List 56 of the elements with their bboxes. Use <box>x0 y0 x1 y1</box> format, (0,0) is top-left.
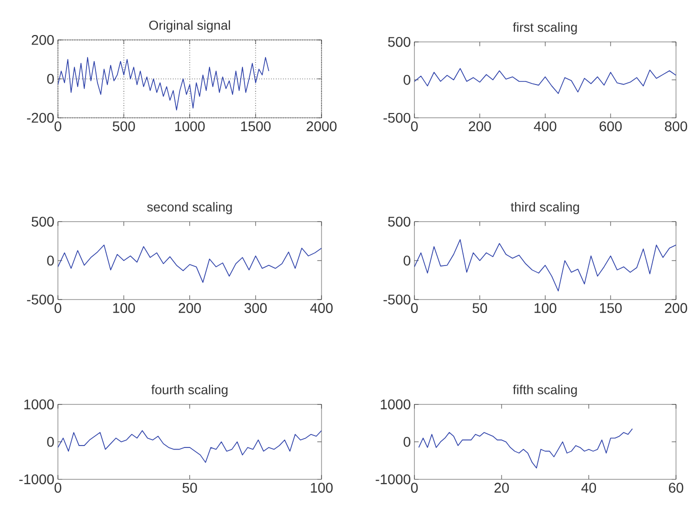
y-tick-label: -500 <box>27 294 54 304</box>
x-tick-label: 200 <box>468 121 491 132</box>
x-tick-label: 400 <box>310 302 333 313</box>
x-tick-label: 300 <box>244 302 267 313</box>
line-series <box>58 430 322 463</box>
line-series <box>414 239 676 292</box>
x-tick-label: 0 <box>54 302 62 313</box>
x-tick-label: 400 <box>534 121 556 132</box>
x-tick-label: 100 <box>113 302 135 313</box>
x-tick-label: 500 <box>112 121 135 132</box>
x-tick-label: 50 <box>182 482 197 493</box>
y-tick-label: -1000 <box>19 474 54 484</box>
y-tick-label: 0 <box>47 74 54 84</box>
x-tick-label: 100 <box>310 482 333 493</box>
y-tick-label: 0 <box>404 256 410 266</box>
x-tick-label: 0 <box>411 121 418 132</box>
y-tick-label: 500 <box>388 216 410 227</box>
x-tick-label: 2000 <box>306 121 337 132</box>
x-tick-label: 60 <box>668 482 684 493</box>
x-tick-label: 1000 <box>175 121 205 132</box>
y-tick-label: -200 <box>27 112 54 123</box>
y-tick-label: 1000 <box>24 399 54 410</box>
y-tick-label: 1000 <box>380 399 410 410</box>
chart-title: fifth scaling <box>512 384 577 397</box>
x-tick-label: 20 <box>494 482 509 493</box>
x-tick-label: 100 <box>534 302 556 313</box>
y-tick-label: 0 <box>47 436 54 447</box>
x-tick-label: 1500 <box>241 121 271 132</box>
chart-title: fourth scaling <box>151 384 228 397</box>
y-tick-label: 500 <box>388 36 410 47</box>
y-tick-label: 0 <box>404 74 410 85</box>
y-tick-label: -500 <box>384 112 410 123</box>
x-tick-label: 800 <box>664 121 688 132</box>
y-tick-label: 500 <box>32 216 54 227</box>
line-series <box>58 56 270 110</box>
line-series <box>414 68 676 94</box>
x-tick-label: 0 <box>54 482 62 493</box>
y-tick-label: 0 <box>404 436 410 447</box>
y-tick-label: -500 <box>384 294 410 304</box>
x-tick-label: 40 <box>581 482 596 493</box>
x-tick-label: 200 <box>178 302 201 313</box>
x-tick-label: 150 <box>600 302 622 313</box>
x-tick-label: 0 <box>54 121 62 132</box>
x-tick-label: 200 <box>665 302 688 313</box>
x-tick-label: 0 <box>411 302 418 313</box>
y-tick-label: 200 <box>32 34 54 45</box>
x-tick-label: 600 <box>600 121 622 132</box>
chart-title: Original signal <box>149 20 230 32</box>
x-tick-label: 50 <box>472 302 488 313</box>
y-tick-label: 0 <box>47 256 54 266</box>
chart-title: first scaling <box>512 22 577 34</box>
chart-title: second scaling <box>147 202 232 214</box>
chart-title: third scaling <box>510 202 579 214</box>
y-tick-label: -1000 <box>376 474 410 484</box>
line-series <box>58 244 322 283</box>
x-tick-label: 0 <box>411 482 418 493</box>
